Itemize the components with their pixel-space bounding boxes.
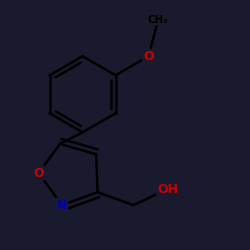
Text: N: N [57,198,67,211]
Text: O: O [34,166,44,179]
Text: OH: OH [157,182,178,196]
Text: CH₃: CH₃ [148,14,169,24]
Text: O: O [143,50,154,63]
